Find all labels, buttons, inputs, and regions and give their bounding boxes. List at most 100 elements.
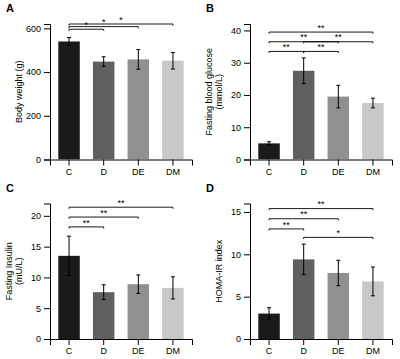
bar: [128, 59, 149, 159]
x-tick: DE: [332, 160, 345, 177]
y-tick-mark: [244, 95, 250, 96]
error-bar: [336, 85, 340, 108]
panel-label: B: [206, 2, 214, 14]
error-bar: [67, 38, 71, 46]
significance-label: **: [335, 32, 343, 42]
y-tick-label: 0: [236, 334, 241, 344]
y-tick-mark: [44, 247, 50, 248]
y-tick-label: 20: [231, 90, 241, 100]
significance-label: *: [337, 228, 341, 238]
x-tick-mark: [338, 339, 339, 345]
error-bar-stem: [372, 98, 373, 108]
significance-label: **: [100, 208, 108, 218]
y-tick: 5: [236, 292, 250, 302]
y-tick-mark: [44, 216, 50, 217]
error-bar-cap: [136, 293, 140, 294]
error-bar-stem: [303, 244, 304, 274]
y-tick-mark: [44, 72, 50, 73]
x-tick-label: DE: [332, 167, 345, 177]
y-tick-label: 15: [31, 242, 41, 252]
error-bar: [371, 98, 375, 108]
y-tick: 15: [31, 242, 50, 252]
y-axis-label: Body weight (g): [14, 60, 24, 123]
significance-label: **: [283, 42, 291, 52]
y-tick-mark: [244, 30, 250, 31]
x-tick-mark: [69, 339, 70, 345]
error-bar-cap: [371, 98, 375, 99]
y-tick-mark: [244, 127, 250, 128]
error-bar-cap: [302, 57, 306, 58]
y-tick-label: 0: [36, 334, 41, 344]
y-tick: 10: [31, 273, 50, 283]
bar: [258, 143, 279, 159]
chart-container: 0200400600CDDEDMBody weight (g)A***01020…: [0, 0, 400, 359]
x-tick: DE: [132, 339, 145, 356]
bar: [362, 103, 383, 159]
error-bar-cap: [171, 276, 175, 277]
x-axis: CDDEDM: [251, 160, 393, 177]
significance-label: *: [102, 17, 106, 27]
error-bar-stem: [372, 267, 373, 296]
x-tick-label: C: [66, 167, 73, 177]
significance-label: **: [317, 42, 325, 52]
y-tick: 0: [236, 334, 250, 344]
x-tick-label: DE: [132, 167, 145, 177]
error-bar-cap: [336, 260, 340, 261]
y-tick-label: 20: [31, 211, 41, 221]
x-tick-label: C: [266, 167, 273, 177]
x-axis: CDDEDM: [51, 339, 193, 356]
x-tick-label: D: [300, 346, 307, 356]
x-tick: C: [66, 339, 73, 356]
y-axis-label-line: Fasting blood glucose: [204, 48, 214, 136]
y-axis-line: [44, 204, 51, 340]
error-bar: [171, 52, 175, 69]
x-tick: D: [300, 339, 307, 356]
error-bar-cap: [302, 244, 306, 245]
y-axis-label: HOMA-IR index: [214, 239, 224, 303]
y-axis: 010203040: [231, 25, 251, 165]
x-axis-line: [51, 160, 193, 166]
error-bar-cap: [336, 107, 340, 108]
x-tick-mark: [338, 160, 339, 166]
error-bar-stem: [172, 52, 173, 69]
significance-label: **: [117, 198, 125, 208]
error-bar: [171, 277, 175, 299]
error-bar-stem: [269, 308, 270, 320]
panel: 010203040CDDEDMFasting blood glucose(mmo…: [204, 2, 393, 177]
error-bar-cap: [136, 274, 140, 275]
panel: 051015CDDEDMHOMA-IR indexD*******: [206, 182, 393, 357]
x-tick-mark: [269, 339, 270, 345]
x-axis-line: [51, 340, 193, 346]
x-tick-label: DM: [366, 167, 380, 177]
error-bar-cap: [136, 49, 140, 50]
x-tick: C: [66, 160, 73, 177]
y-tick-label: 10: [231, 250, 241, 260]
y-axis-label-line: (mmol/L): [214, 74, 224, 110]
x-tick-label: D: [100, 167, 107, 177]
y-tick: 10: [231, 123, 250, 133]
error-bar: [67, 236, 71, 275]
error-bar-cap: [102, 56, 106, 57]
error-bar-cap: [136, 69, 140, 70]
error-bar-cap: [371, 295, 375, 296]
x-tick: DE: [332, 339, 345, 356]
error-bar-stem: [69, 38, 70, 46]
y-tick-mark: [244, 160, 250, 161]
x-tick-mark: [103, 339, 104, 345]
significance-brackets: **********: [269, 23, 373, 53]
x-tick-label: DM: [366, 346, 380, 356]
y-tick: 200: [26, 111, 50, 121]
error-bar: [102, 285, 106, 300]
y-tick: 30: [231, 58, 250, 68]
y-tick: 20: [31, 211, 50, 221]
y-tick-label: 200: [26, 111, 41, 121]
y-tick-label: 600: [26, 24, 41, 34]
x-tick-mark: [303, 160, 304, 166]
y-axis-label-line: HOMA-IR index: [214, 239, 224, 303]
y-tick-mark: [244, 297, 250, 298]
error-bar-cap: [67, 37, 71, 38]
error-bar-stem: [172, 277, 173, 299]
x-tick: DM: [366, 339, 380, 356]
x-tick: D: [100, 160, 107, 177]
error-bar-cap: [102, 284, 106, 285]
